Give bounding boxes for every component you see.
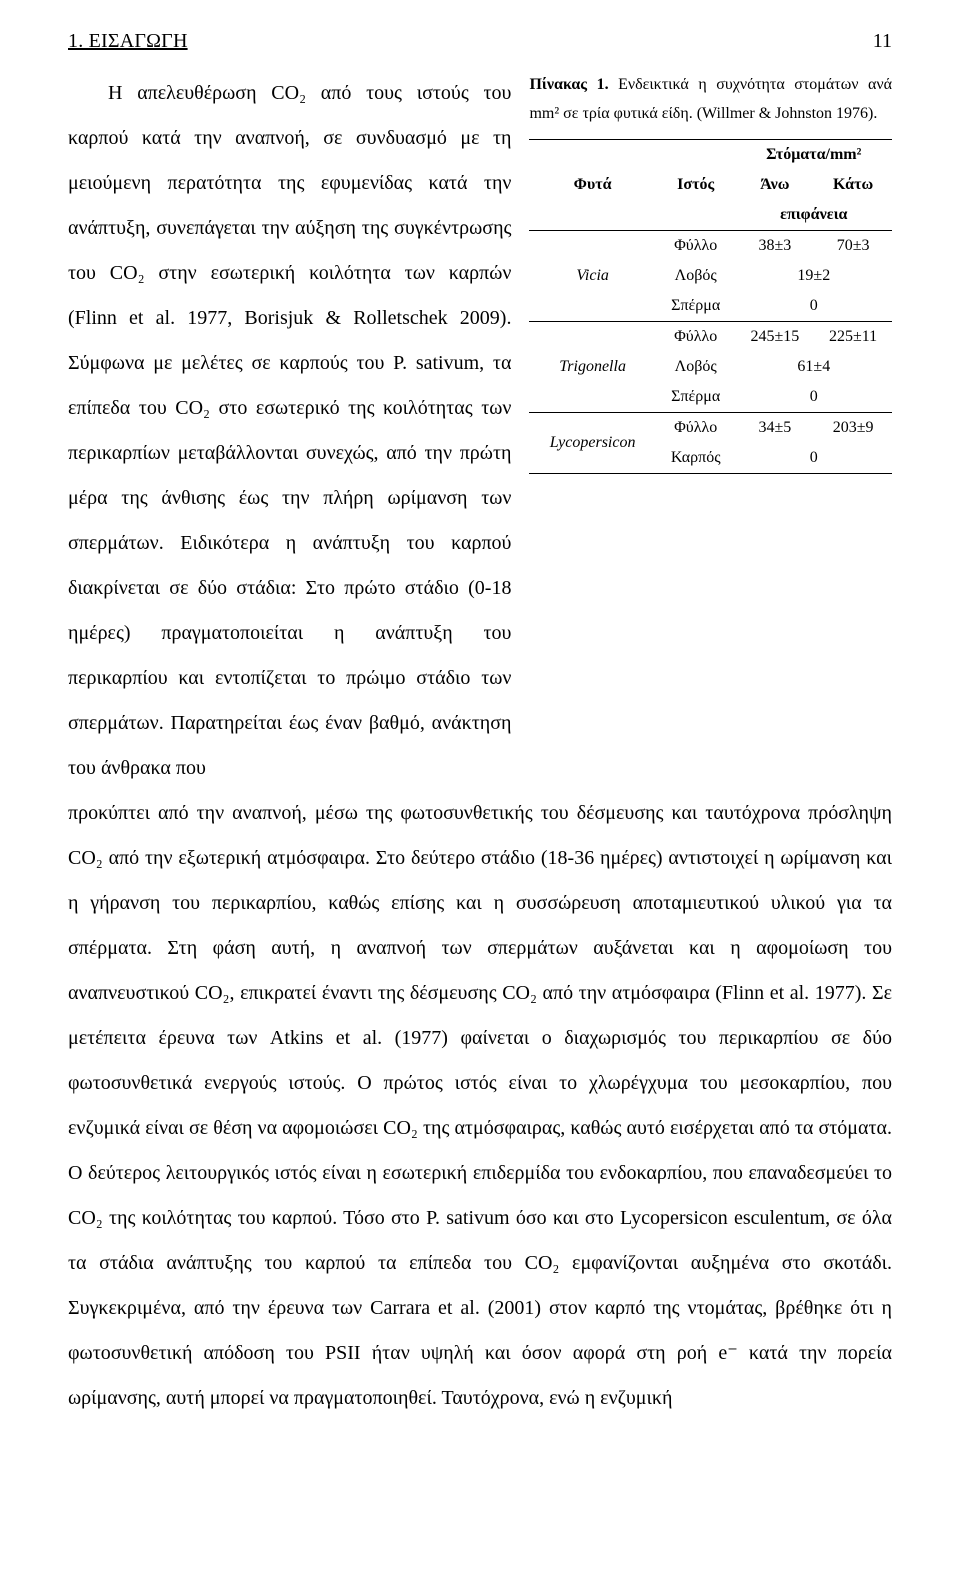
cell-tissue: Φύλλο [656,321,736,352]
body-paragraph-full: προκύπτει από την αναπνοή, μέσω της φωτο… [68,791,892,1421]
th-upper: Άνω [736,170,815,200]
cell-lower: 70±3 [814,230,892,261]
cell-upper: 38±3 [736,230,815,261]
table-caption-label: Πίνακας 1. [529,76,608,93]
cell-plant: Lycopersicon [529,412,655,473]
cell-upper: 34±5 [736,412,815,443]
cell-tissue: Σπέρμα [656,382,736,413]
cell-tissue: Φύλλο [656,412,736,443]
cell-upper: 245±15 [736,321,815,352]
cell-lower: 225±11 [814,321,892,352]
cell-tissue: Καρπός [656,443,736,474]
cell-tissue: Λοβός [656,261,736,291]
cell-value: 0 [736,443,892,474]
cell-tissue: Λοβός [656,352,736,382]
right-column: Πίνακας 1. Ενδεικτικά η συχνότητα στομάτ… [529,71,892,791]
table-head: Φυτά Ιστός Στόματα/mm² Άνω Κάτω επιφάνει… [529,139,892,230]
page-number: 11 [873,30,892,53]
th-tissue: Ιστός [656,139,736,230]
chapter-header: 1. ΕΙΣΑΓΩΓΗ 11 [68,30,892,53]
cell-tissue: Φύλλο [656,230,736,261]
cell-plant: Vicia [529,230,655,321]
body-paragraph-left: Η απελευθέρωση CO₂ από τους ιστούς του κ… [68,71,511,791]
page: 1. ΕΙΣΑΓΩΓΗ 11 Η απελευθέρωση CO₂ από το… [0,0,960,1591]
cell-value: 19±2 [736,261,892,291]
table-row: Vicia Φύλλο 38±3 70±3 [529,230,892,261]
th-stomata-text: Στόματα/mm² [766,146,861,163]
chapter-title: 1. ΕΙΣΑΓΩΓΗ [68,30,873,53]
two-column-region: Η απελευθέρωση CO₂ από τους ιστούς του κ… [68,71,892,791]
cell-plant: Trigonella [529,321,655,412]
table-header-row-1: Φυτά Ιστός Στόματα/mm² [529,139,892,170]
table-row: Lycopersicon Φύλλο 34±5 203±9 [529,412,892,443]
table-caption: Πίνακας 1. Ενδεικτικά η συχνότητα στομάτ… [529,71,892,129]
table-body: Vicia Φύλλο 38±3 70±3 Λοβός 19±2 Σπέρμα … [529,230,892,473]
th-lower: Κάτω [814,170,892,200]
left-column: Η απελευθέρωση CO₂ από τους ιστούς του κ… [68,71,511,791]
th-surface: επιφάνεια [736,200,892,231]
th-stomata-mm2: Στόματα/mm² [736,139,892,170]
table-row: Trigonella Φύλλο 245±15 225±11 [529,321,892,352]
th-plants: Φυτά [529,139,655,230]
cell-tissue: Σπέρμα [656,291,736,322]
cell-value: 0 [736,291,892,322]
cell-lower: 203±9 [814,412,892,443]
cell-value: 61±4 [736,352,892,382]
cell-value: 0 [736,382,892,413]
stomata-table: Φυτά Ιστός Στόματα/mm² Άνω Κάτω επιφάνει… [529,139,892,474]
